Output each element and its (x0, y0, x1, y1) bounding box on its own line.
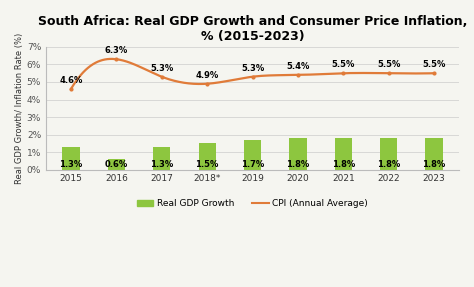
Text: 1.7%: 1.7% (241, 160, 264, 169)
Text: 4.6%: 4.6% (59, 76, 82, 85)
Bar (380, 138, 397, 170)
Text: 1.8%: 1.8% (286, 160, 310, 169)
Bar (426, 138, 443, 170)
Bar (63, 147, 80, 170)
Text: 4.9%: 4.9% (195, 71, 219, 80)
Legend: Real GDP Growth, CPI (Annual Average): Real GDP Growth, CPI (Annual Average) (134, 195, 372, 212)
Bar (153, 147, 170, 170)
Text: 1.8%: 1.8% (377, 160, 400, 169)
Bar (108, 159, 125, 170)
Text: 1.8%: 1.8% (332, 160, 355, 169)
Title: South Africa: Real GDP Growth and Consumer Price Inflation,
% (2015-2023): South Africa: Real GDP Growth and Consum… (38, 15, 467, 43)
Text: 5.3%: 5.3% (150, 64, 173, 73)
Bar (289, 138, 307, 170)
Bar (244, 140, 261, 170)
Y-axis label: Real GDP Growth/ Inflation Rate (%): Real GDP Growth/ Inflation Rate (%) (15, 33, 24, 184)
Text: 1.5%: 1.5% (195, 160, 219, 169)
Text: 5.3%: 5.3% (241, 64, 264, 73)
Text: 1.3%: 1.3% (59, 160, 82, 169)
Text: 5.5%: 5.5% (422, 60, 446, 69)
Bar (199, 143, 216, 170)
Text: 6.3%: 6.3% (105, 46, 128, 55)
Text: 1.3%: 1.3% (150, 160, 173, 169)
Text: 1.8%: 1.8% (422, 160, 446, 169)
Text: 5.5%: 5.5% (332, 60, 355, 69)
Bar (335, 138, 352, 170)
Text: 5.4%: 5.4% (286, 62, 310, 71)
Text: 0.6%: 0.6% (105, 160, 128, 169)
Text: 5.5%: 5.5% (377, 60, 401, 69)
